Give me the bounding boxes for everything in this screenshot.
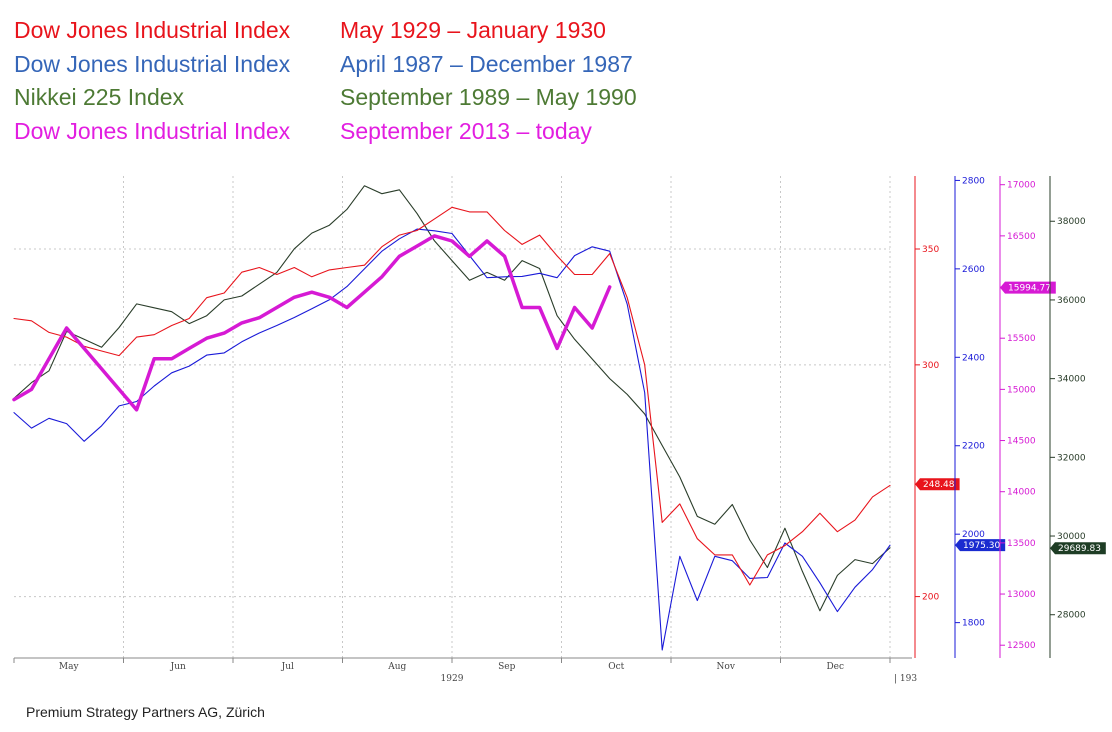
x-year-label: 1929 <box>441 674 464 684</box>
legend-period-label: April 1987 – December 1987 <box>340 50 633 77</box>
y-tick-label: 36000 <box>1057 296 1086 306</box>
x-tick-label-jul: Jul <box>281 662 294 672</box>
y-axis-nikkei: 28000 30000 32000 34000 36000 38000 29689.83 <box>1049 176 1106 658</box>
y-tick-label: 13000 <box>1007 590 1036 600</box>
y-axis-dj1987: 1800 2000 2200 2400 2600 2800 1975.30 <box>954 176 1006 658</box>
legend-row-dj-1987: Dow Jones Industrial Index April 1987 – … <box>14 48 637 82</box>
legend-row-dj-1929: Dow Jones Industrial Index May 1929 – Ja… <box>14 14 637 48</box>
series-line-dj2013 <box>12 234 612 412</box>
last-value-badge <box>1050 542 1106 555</box>
y-tick-label: 28000 <box>1057 611 1086 621</box>
last-value-label: 248.48 <box>923 480 955 490</box>
legend-index-label: Dow Jones Industrial Index <box>14 17 291 43</box>
y-tick-label: 16500 <box>1007 232 1036 242</box>
series-line-dj1929 <box>13 206 891 586</box>
legend-index-label: Dow Jones Industrial Index <box>14 50 291 77</box>
last-value-label: 15994.77 <box>1008 284 1051 294</box>
chart: May Jun Jul Aug Sep Oct Nov Dec 1929 | 193 200 300 3… <box>12 176 1106 684</box>
y-tick-label: 1800 <box>962 619 985 629</box>
x-tick-label-oct: Oct <box>608 662 624 672</box>
series-line-nikkei <box>13 185 891 612</box>
legend: Dow Jones Industrial Index May 1929 – Ja… <box>14 14 637 148</box>
last-value-badge <box>1000 281 1056 294</box>
x-next-year-label: | 193 <box>894 674 917 684</box>
y-tick-label: 300 <box>922 361 939 371</box>
last-value-label: 29689.83 <box>1058 544 1101 554</box>
y-tick-label: 32000 <box>1057 453 1086 463</box>
y-tick-label: 14000 <box>1007 488 1036 498</box>
x-tick-label-may: May <box>59 662 80 672</box>
x-tick-label-jun: Jun <box>170 662 186 672</box>
y-tick-label: 2200 <box>962 442 985 452</box>
y-axis-dj1929: 200 300 350 248.48 <box>914 176 960 658</box>
y-axis-dj2013: 1250013000135001400014500150001550016000… <box>999 176 1056 658</box>
legend-period-label: September 1989 – May 1990 <box>340 84 637 110</box>
y-tick-label: 38000 <box>1057 217 1086 227</box>
y-tick-label: 12500 <box>1007 641 1036 651</box>
legend-period-label: May 1929 – January 1930 <box>340 17 606 43</box>
legend-row-nikkei-1989: Nikkei 225 Index September 1989 – May 19… <box>14 81 637 115</box>
y-tick-label: 13500 <box>1007 539 1036 549</box>
y-tick-label: 14500 <box>1007 437 1036 447</box>
legend-period-label: September 2013 – today <box>340 117 592 144</box>
y-tick-label: 2800 <box>962 176 985 186</box>
footer-credit: Premium Strategy Partners AG, Zürich <box>26 704 265 720</box>
y-tick-label: 350 <box>922 245 939 255</box>
y-tick-label: 17000 <box>1007 181 1036 191</box>
grid <box>14 176 891 658</box>
last-value-badge <box>955 539 1006 552</box>
y-tick-label: 200 <box>922 593 939 603</box>
y-tick-label: 30000 <box>1057 532 1086 542</box>
legend-row-dj-2013: Dow Jones Industrial Index September 201… <box>14 115 637 149</box>
series-line-dj1987 <box>13 228 891 651</box>
y-tick-label: 34000 <box>1057 375 1086 385</box>
x-tick-label-dec: Dec <box>826 662 844 672</box>
y-tick-label: 2000 <box>962 530 985 540</box>
y-tick-label: 15000 <box>1007 385 1036 395</box>
y-tick-label: 2400 <box>962 353 985 363</box>
legend-index-label: Nikkei 225 Index <box>14 84 185 110</box>
last-value-badge <box>915 478 960 491</box>
x-tick-label-sep: Sep <box>498 662 515 672</box>
x-tick-label-nov: Nov <box>717 662 736 672</box>
last-value-label: 1975.30 <box>963 541 1000 551</box>
y-tick-label: 15500 <box>1007 334 1036 344</box>
x-tick-label-aug: Aug <box>387 662 406 672</box>
legend-index-label: Dow Jones Industrial Index <box>14 117 291 144</box>
y-tick-label: 2600 <box>962 265 985 275</box>
